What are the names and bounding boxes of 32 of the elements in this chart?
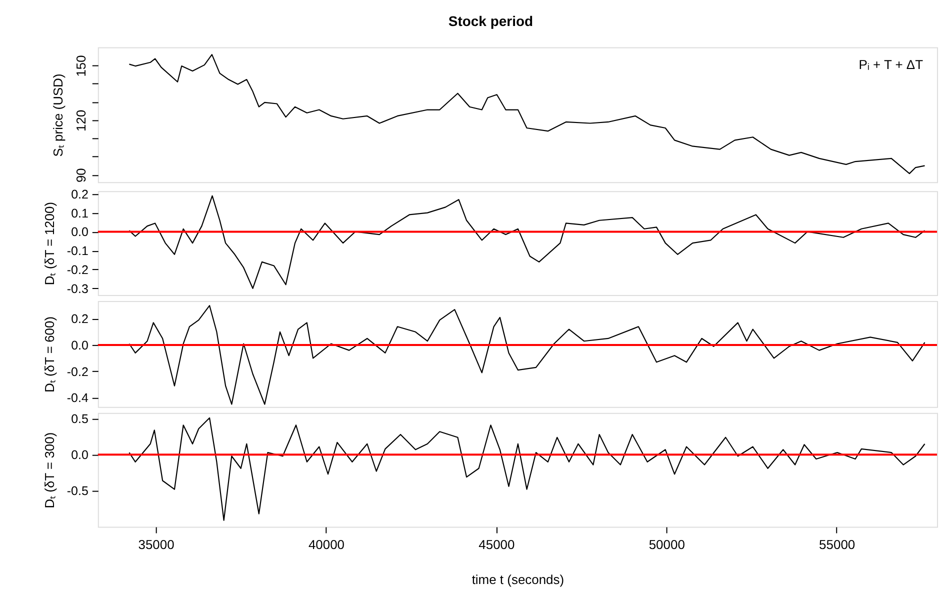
y-tick-label: 90 — [73, 168, 88, 183]
y-tick-label: -0.1 — [66, 244, 88, 258]
line-series — [128, 305, 926, 405]
y-axis-title: Dₜ (δT = 300) — [42, 432, 57, 508]
annotation: Pᵢ + T + ΔT — [858, 57, 924, 72]
y-tick-label: -0.2 — [66, 262, 88, 277]
y-tick-label: 0.5 — [71, 412, 88, 426]
line-series — [128, 417, 926, 521]
line-series — [128, 54, 926, 174]
y-tick-label: 120 — [73, 110, 88, 132]
x-tick-label: 40000 — [308, 537, 345, 552]
line-series — [128, 195, 926, 289]
y-tick-label: 150 — [73, 55, 88, 77]
y-axis-title: Sₜ price (USD) — [50, 74, 66, 157]
x-tick-label: 45000 — [478, 537, 515, 552]
y-tick-label: 0.2 — [71, 312, 88, 326]
y-axis-title: Dₜ (δT = 1200) — [42, 202, 57, 286]
y-axis-title: Dₜ (δT = 600) — [42, 316, 57, 392]
y-tick-label: 0.0 — [71, 338, 88, 353]
y-tick-label: 0.1 — [71, 206, 88, 220]
y-tick-label: 0.0 — [71, 225, 88, 240]
y-tick-label: -0.5 — [66, 484, 88, 498]
x-tick-label: 55000 — [819, 537, 856, 552]
y-tick-label: -0.2 — [66, 364, 88, 379]
y-tick-label: -0.3 — [66, 282, 88, 296]
y-tick-label: 0.2 — [71, 187, 88, 202]
chart-title: Stock period — [448, 12, 534, 29]
y-tick-label: 0.0 — [71, 448, 88, 462]
x-tick-label: 35000 — [138, 537, 174, 552]
x-axis-title: time t (seconds) — [472, 572, 564, 588]
y-tick-label: -0.4 — [66, 391, 88, 406]
x-tick-label: 50000 — [648, 537, 685, 552]
